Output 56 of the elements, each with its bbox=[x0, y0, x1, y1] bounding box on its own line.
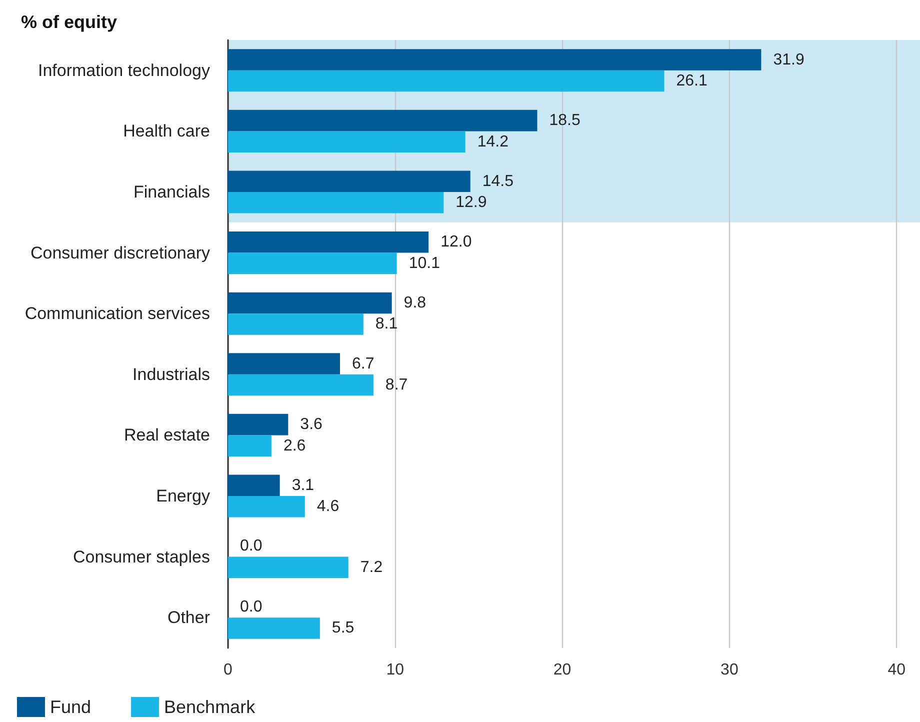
bar bbox=[228, 49, 762, 70]
data-label: 18.5 bbox=[549, 112, 580, 130]
y-tick-label: Information technology bbox=[38, 60, 210, 80]
x-tick-label: 40 bbox=[888, 662, 906, 678]
bar bbox=[228, 131, 466, 152]
legend-label: Benchmark bbox=[164, 697, 256, 717]
bar bbox=[228, 314, 364, 335]
bar bbox=[228, 192, 444, 214]
bar bbox=[228, 556, 348, 578]
bar bbox=[228, 170, 470, 192]
x-tick-label: 0 bbox=[224, 662, 233, 678]
data-label: 0.0 bbox=[240, 538, 262, 555]
data-label: 31.9 bbox=[773, 51, 804, 68]
data-label: 9.8 bbox=[404, 294, 426, 312]
data-label: 3.1 bbox=[292, 476, 314, 494]
bar bbox=[228, 70, 664, 92]
x-tick-label: 20 bbox=[553, 662, 572, 678]
y-tick-label: Financials bbox=[133, 182, 210, 202]
x-tick-label: 10 bbox=[386, 662, 404, 678]
data-label: 12.9 bbox=[456, 194, 487, 212]
data-label: 26.1 bbox=[676, 72, 708, 90]
bar bbox=[228, 496, 305, 518]
bar bbox=[228, 232, 429, 253]
data-label: 12.0 bbox=[440, 234, 472, 251]
bar bbox=[228, 474, 280, 496]
data-label: 5.5 bbox=[332, 620, 354, 637]
y-tick-label: Health care bbox=[123, 122, 210, 141]
data-label: 3.6 bbox=[300, 416, 323, 434]
data-label: 8.1 bbox=[375, 316, 398, 333]
data-label: 0.0 bbox=[240, 598, 262, 616]
bar bbox=[228, 414, 288, 436]
data-label: 2.6 bbox=[283, 437, 306, 454]
y-tick-label: Consumer staples bbox=[72, 547, 210, 566]
legend-label: Fund bbox=[50, 697, 92, 717]
data-label: 10.1 bbox=[408, 254, 440, 272]
data-label: 14.2 bbox=[477, 133, 509, 150]
bar bbox=[228, 292, 392, 314]
bar bbox=[228, 374, 374, 396]
bar bbox=[228, 252, 397, 274]
data-label: 6.7 bbox=[352, 355, 374, 372]
bar bbox=[228, 110, 538, 132]
data-label: 7.2 bbox=[360, 558, 383, 576]
text: % of equity bbox=[21, 12, 118, 32]
y-tick-label: Consumer discretionary bbox=[30, 243, 210, 262]
data-label: 8.7 bbox=[385, 376, 408, 394]
data-label: 14.5 bbox=[482, 172, 514, 190]
y-tick-label: Energy bbox=[156, 486, 210, 506]
y-tick-label: Other bbox=[167, 608, 210, 628]
bar bbox=[228, 435, 272, 456]
y-tick-label: Industrials bbox=[132, 364, 210, 384]
bar bbox=[228, 618, 320, 639]
x-tick-label: 30 bbox=[720, 662, 738, 678]
data-label: 4.6 bbox=[316, 498, 340, 516]
y-tick-label: Real estate bbox=[124, 426, 210, 445]
bar bbox=[228, 353, 340, 374]
y-tick-label: Communication services bbox=[24, 304, 210, 324]
